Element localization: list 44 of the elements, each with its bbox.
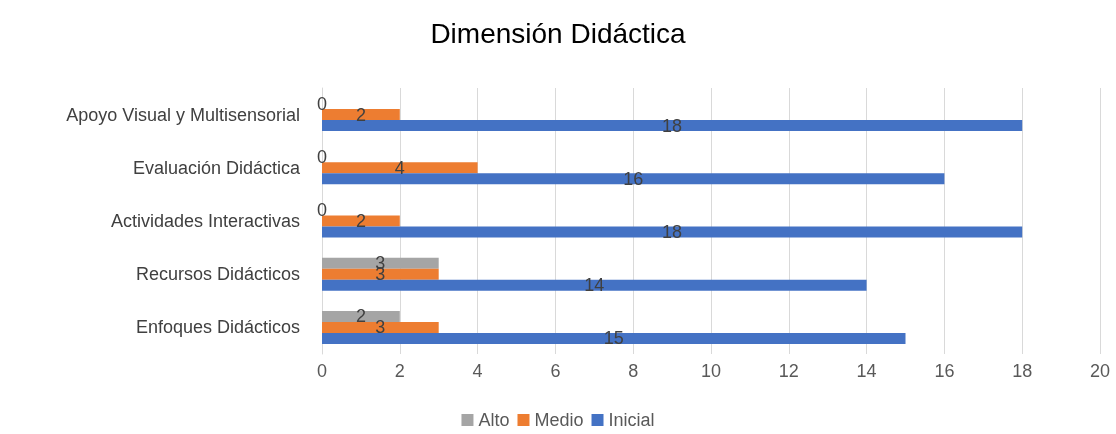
bar: [322, 257, 439, 269]
x-tick-label: 4: [472, 361, 483, 381]
data-label: 2: [355, 104, 366, 125]
data-label: 18: [662, 221, 683, 242]
bar: [322, 109, 400, 121]
data-label: 4: [394, 157, 405, 178]
bar: [322, 162, 478, 174]
x-tick-label: 14: [856, 361, 877, 381]
bar: [322, 321, 439, 333]
chart-title: Dimensión Didáctica: [430, 17, 687, 49]
bar: [322, 173, 945, 185]
y-tick-label: Enfoques Didácticos: [135, 317, 300, 338]
legend-label: Medio: [534, 410, 584, 430]
legend-label: Inicial: [608, 410, 655, 430]
bar: [322, 268, 439, 280]
x-tick-label: 20: [1089, 361, 1111, 381]
x-tick-label: 6: [550, 361, 561, 381]
data-label: 15: [603, 328, 624, 349]
bar: [322, 279, 867, 291]
data-label: 14: [584, 275, 605, 296]
bar: [322, 226, 1023, 238]
x-tick-label: 16: [934, 361, 955, 381]
bar: [322, 332, 906, 344]
data-label: 2: [355, 306, 366, 327]
x-tick-label: 10: [700, 361, 722, 381]
x-tick-label: 18: [1012, 361, 1033, 381]
x-tick-label: 2: [394, 361, 405, 381]
data-label: 0: [316, 93, 328, 114]
x-tick-label: 8: [628, 361, 639, 381]
y-tick-label: Recursos Didácticos: [135, 264, 300, 285]
data-label: 16: [623, 168, 644, 189]
data-label: 0: [316, 200, 328, 221]
bar: [322, 310, 400, 322]
y-tick-label: Apoyo Visual y Multisensorial: [66, 104, 300, 125]
y-tick-label: Actividades Interactivas: [110, 211, 300, 231]
x-tick-label: 0: [316, 361, 328, 381]
legend-label: Alto: [478, 410, 510, 430]
y-tick-label: Evaluación Didáctica: [132, 157, 301, 178]
data-label: 2: [355, 211, 366, 231]
x-tick-label: 12: [778, 361, 799, 381]
bar: [322, 120, 1023, 132]
data-label: 3: [375, 317, 386, 338]
data-label: 18: [662, 115, 683, 136]
data-label: 0: [316, 146, 328, 167]
